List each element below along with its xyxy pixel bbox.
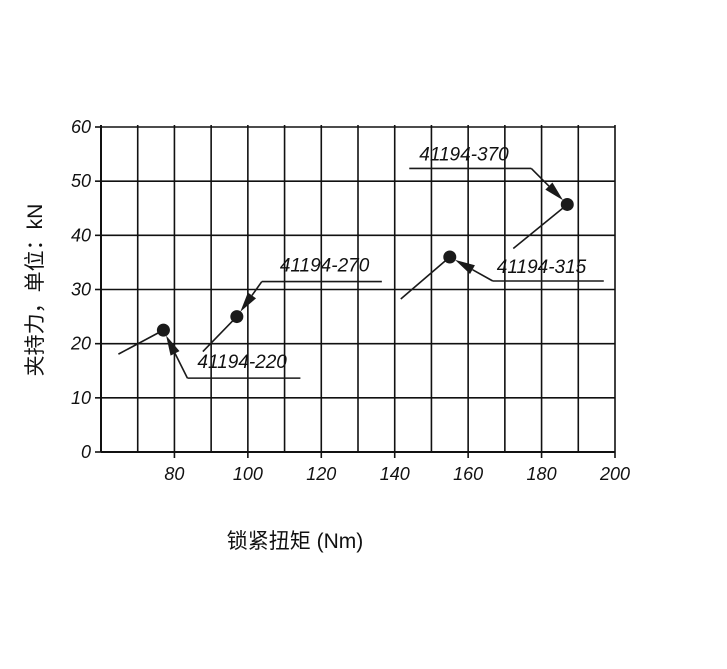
point [230,310,244,324]
tail-line [202,316,238,353]
y-tick-label: 20 [70,334,91,354]
leader-line [472,268,494,282]
arrowhead [455,259,475,275]
x-tick-label: 100 [233,464,263,484]
arrowhead [240,292,257,312]
arrowhead [545,182,564,201]
x-tick-label: 80 [164,464,184,484]
x-tick-label: 200 [599,464,630,484]
point [156,323,170,337]
y-tick-label: 10 [71,388,91,408]
y-axis-title: 夹持力，单位：kN [24,204,47,377]
x-tick-label: 140 [380,464,410,484]
tail-line [400,256,451,300]
y-tick-label: 60 [71,117,91,137]
tail-line [118,329,164,355]
point-label: 41194-370 [419,144,509,165]
point-label: 41194-315 [497,257,587,278]
point-label: 41194-270 [280,256,370,277]
leader-line [530,167,550,187]
y-tick-label: 30 [71,280,91,300]
leader-line [251,281,263,296]
x-tick-label: 120 [306,464,336,484]
y-tick-label: 0 [81,442,91,462]
tail-line [512,203,568,250]
arrowhead [166,335,180,356]
point-label: 41194-220 [197,352,287,373]
leader-line [174,353,189,379]
y-tick-label: 40 [71,225,91,245]
point [560,197,574,211]
x-axis-title: 锁紧扭矩 (Nm) [227,530,363,553]
x-tick-label: 180 [527,464,557,484]
x-tick-label: 160 [453,464,483,484]
y-tick-label: 50 [71,171,91,191]
point [443,250,457,264]
